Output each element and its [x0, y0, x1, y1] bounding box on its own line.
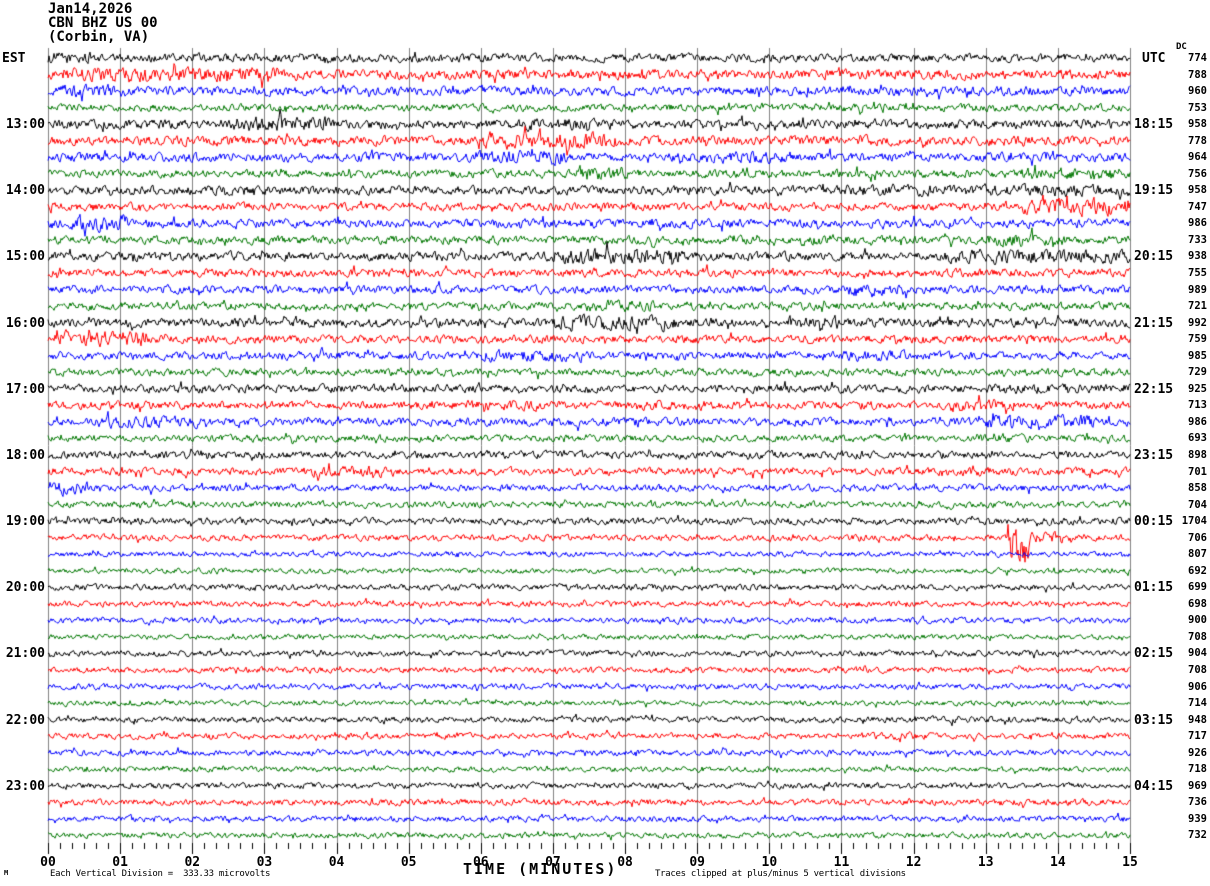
dc-offset-value: 718 [1188, 763, 1207, 776]
dc-offset-value: 699 [1188, 581, 1207, 594]
dc-offset-value: 986 [1188, 217, 1207, 230]
dc-offset-value: 958 [1188, 118, 1207, 131]
dc-offset-value: 698 [1188, 597, 1207, 610]
dc-offset-value: 701 [1188, 465, 1207, 478]
dc-offset-value: 1704 [1181, 515, 1207, 528]
utc-time-label: 23:15 [1134, 447, 1174, 463]
utc-time-label: 19:15 [1134, 183, 1174, 199]
est-time-label: 19:00 [5, 514, 45, 530]
dc-offset-value: 939 [1188, 812, 1207, 825]
dc-offset-value: 900 [1188, 614, 1207, 627]
dc-offset-value: 732 [1188, 829, 1207, 842]
minute-tick-label: 14 [1050, 855, 1066, 870]
dc-offset-value: 925 [1188, 382, 1207, 395]
minute-tick-label: 00 [40, 855, 56, 870]
dc-offset-header: DC [1176, 42, 1187, 52]
est-time-label: 15:00 [5, 249, 45, 265]
dc-offset-value: 985 [1188, 349, 1207, 362]
utc-time-label: 00:15 [1134, 514, 1174, 530]
dc-offset-value: 778 [1188, 134, 1207, 147]
dc-offset-value: 747 [1188, 200, 1207, 213]
dc-offset-value: 733 [1188, 233, 1207, 246]
dc-offset-value: 898 [1188, 448, 1207, 461]
utc-time-label: 02:15 [1134, 646, 1174, 662]
dc-offset-value: 958 [1188, 184, 1207, 197]
minute-tick-label: 13 [977, 855, 994, 870]
minute-tick-label: 08 [617, 855, 633, 870]
corner-mark: M [4, 869, 9, 877]
dc-offset-value: 756 [1188, 167, 1207, 180]
dc-offset-value: 714 [1188, 697, 1207, 710]
dc-offset-value: 736 [1188, 796, 1207, 809]
minute-tick-label: 10 [761, 855, 778, 870]
dc-offset-value: 906 [1188, 680, 1207, 693]
utc-time-label: 03:15 [1134, 712, 1174, 728]
header-location: (Corbin, VA) [48, 29, 150, 45]
minute-tick-label: 03 [256, 855, 273, 870]
est-axis-label: EST [2, 51, 26, 66]
utc-time-label: 21:15 [1134, 315, 1174, 331]
minute-tick-label: 05 [400, 855, 417, 870]
minute-tick-label: 11 [833, 855, 850, 870]
minute-tick-label: 15 [1122, 855, 1138, 870]
est-time-label: 14:00 [5, 183, 45, 199]
dc-offset-value: 759 [1188, 333, 1207, 346]
dc-offset-value: 858 [1188, 482, 1207, 495]
dc-offset-value: 989 [1188, 283, 1207, 296]
est-time-label: 16:00 [5, 315, 45, 331]
x-axis-title: TIME (MINUTES) [463, 860, 618, 878]
header-station: CBN BHZ US 00 [48, 15, 158, 31]
dc-offset-value: 755 [1188, 267, 1207, 280]
est-time-label: 13:00 [5, 117, 45, 133]
vertical-scale-note: Each Vertical Division = 333.33 microvol… [50, 869, 271, 879]
dc-offset-value: 788 [1188, 68, 1207, 81]
dc-offset-value: 807 [1188, 548, 1207, 561]
est-time-label: 20:00 [5, 580, 45, 596]
dc-offset-value: 708 [1188, 663, 1207, 676]
dc-offset-value: 713 [1188, 399, 1207, 412]
dc-offset-value: 753 [1188, 101, 1207, 114]
dc-offset-value: 986 [1188, 415, 1207, 428]
est-time-label: 22:00 [5, 712, 45, 728]
dc-offset-value: 992 [1188, 316, 1207, 329]
est-time-label: 21:00 [5, 646, 45, 662]
utc-axis-label: UTC [1142, 51, 1166, 66]
dc-offset-value: 960 [1188, 85, 1207, 98]
minute-tick-label: 12 [905, 855, 922, 870]
est-time-label: 18:00 [5, 447, 45, 463]
minute-tick-label: 02 [184, 855, 201, 870]
dc-offset-value: 692 [1188, 564, 1207, 577]
dc-offset-value: 721 [1188, 300, 1207, 313]
minute-tick-label: 01 [112, 855, 128, 870]
minute-tick-label: 09 [689, 855, 706, 870]
dc-offset-value: 704 [1188, 498, 1207, 511]
utc-time-label: 04:15 [1134, 778, 1174, 794]
dc-offset-value: 717 [1188, 730, 1207, 743]
est-time-label: 23:00 [5, 778, 45, 794]
clip-note: Traces clipped at plus/minus 5 vertical … [655, 869, 906, 879]
utc-time-label: 18:15 [1134, 117, 1174, 133]
dc-offset-value: 926 [1188, 746, 1207, 759]
utc-time-label: 22:15 [1134, 381, 1174, 397]
dc-offset-value: 774 [1188, 52, 1207, 64]
dc-offset-value: 948 [1188, 713, 1207, 726]
dc-offset-value: 729 [1188, 366, 1207, 379]
dc-offset-value: 693 [1188, 432, 1207, 445]
dc-offset-value: 969 [1188, 779, 1207, 792]
minute-tick-label: 06 [472, 855, 489, 870]
dc-offset-value: 708 [1188, 630, 1207, 643]
dc-offset-value: 964 [1188, 151, 1207, 164]
header-date: Jan14,2026 [48, 1, 133, 17]
dc-offset-value: 938 [1188, 250, 1207, 263]
minute-tick-label: 04 [328, 855, 345, 870]
utc-time-label: 20:15 [1134, 249, 1174, 265]
utc-time-label: 01:15 [1134, 580, 1174, 596]
minute-tick-label: 07 [545, 855, 561, 870]
dc-offset-value: 904 [1188, 647, 1207, 660]
est-time-label: 17:00 [5, 381, 45, 397]
dc-offset-value: 706 [1188, 531, 1207, 544]
